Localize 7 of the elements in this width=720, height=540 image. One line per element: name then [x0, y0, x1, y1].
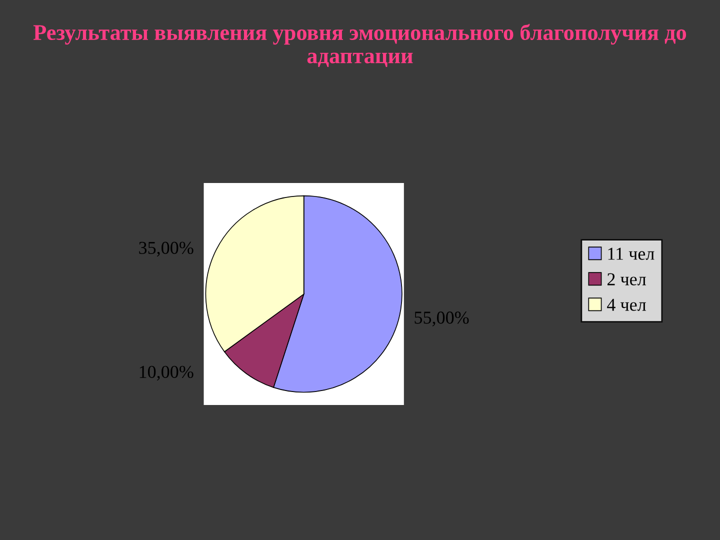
legend-label: 11 чел — [608, 248, 654, 260]
chart-title: Результаты выявления уровня эмоционального благополучия до адаптации — [33, 24, 686, 67]
data-label: 55,00% — [414, 312, 469, 326]
legend-label: 2 чел — [608, 273, 646, 286]
legend-label: 4 чел — [607, 298, 646, 311]
data-label: 35,00% — [139, 242, 194, 257]
data-label: 10,00% — [140, 366, 194, 381]
